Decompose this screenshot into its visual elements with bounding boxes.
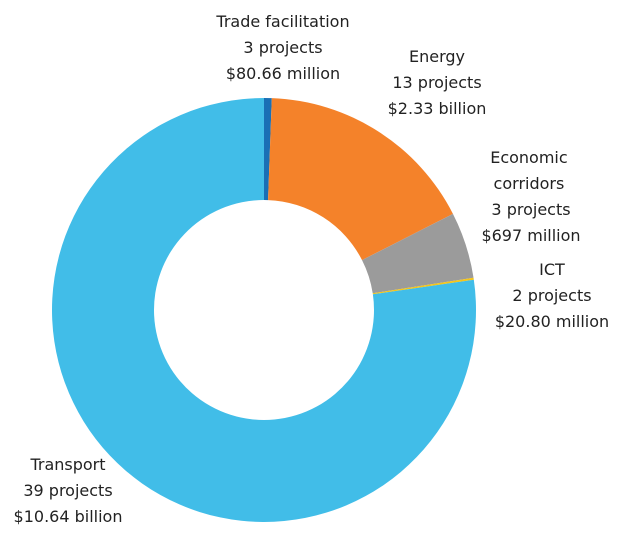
value-label: $10.64 billion [13, 507, 123, 526]
category-label: Energy [408, 47, 466, 66]
donut-slice [264, 98, 272, 201]
project-count-label: 3 projects [243, 38, 323, 57]
slice-label: Energy 13 projects $2.33 billion [388, 44, 487, 122]
category-label: Transport [30, 455, 106, 474]
project-count-label: 39 projects [23, 481, 113, 500]
slice-label: Trade facilitation 3 projects $80.66 milli… [216, 9, 349, 87]
project-count-label: 3 projects [491, 200, 571, 219]
slice-label: Transport 39 projects $10.64 billion [14, 452, 123, 530]
donut-slice [268, 98, 453, 261]
value-label: $697 million [481, 226, 581, 245]
value-label: $80.66 million [225, 64, 341, 83]
project-count-label: 13 projects [392, 73, 482, 92]
category-label: Economic corridors [490, 148, 568, 193]
project-count-label: 2 projects [512, 286, 592, 305]
donut-slice [362, 213, 474, 294]
category-label: Trade facilitation [216, 12, 350, 31]
donut-slice [372, 277, 474, 295]
slice-label: Economic corridors 3 projects $697 million [481, 145, 580, 249]
donut-slice [51, 98, 476, 522]
value-label: $2.33 billion [387, 99, 487, 118]
category-label: ICT [539, 260, 565, 279]
value-label: $20.80 million [494, 312, 610, 331]
slice-label: ICT 2 projects $20.80 million [495, 257, 609, 335]
